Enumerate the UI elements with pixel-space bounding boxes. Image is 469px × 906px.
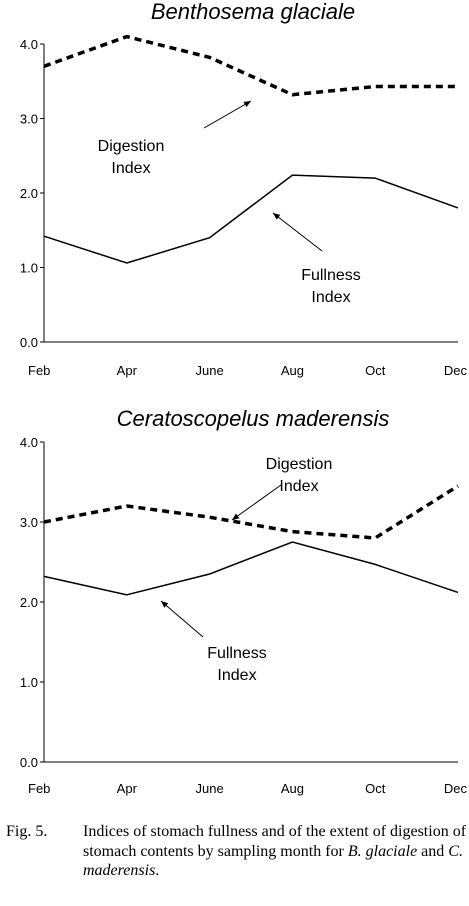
x-tick-label: Oct	[365, 781, 386, 796]
y-tick-label: 3.0	[20, 112, 38, 127]
digestion-index-line	[43, 34, 458, 97]
caption-text: Indices of stomach fullness and of the e…	[83, 822, 466, 881]
x-tick-label: Oct	[365, 363, 386, 378]
annotation-label: Digestion Index	[98, 138, 165, 177]
annotation-arrow	[231, 484, 282, 521]
y-tick-label: 1.0	[20, 675, 38, 690]
y-tick-label: 2.0	[20, 186, 38, 201]
x-tick-label: Apr	[117, 781, 138, 796]
caption-species-1: B. glaciale	[347, 842, 418, 860]
caption-end: .	[155, 862, 160, 879]
caption-conjunction: and	[417, 842, 449, 860]
y-tick-label: 0.0	[20, 755, 38, 770]
annotation-label: Fullness Index	[207, 645, 267, 684]
caption-body: Indices of stomach fullness and of the e…	[83, 823, 467, 860]
fullness-index-line	[43, 541, 459, 596]
x-tick-label: Feb	[28, 781, 50, 796]
x-tick-label: Aug	[281, 781, 304, 796]
x-tick-label: June	[195, 363, 223, 378]
x-tick-label: Apr	[117, 363, 138, 378]
x-tick-label: Dec	[444, 363, 468, 378]
y-tick-label: 0.0	[20, 335, 38, 350]
figure: Benthosema glaciale 0.0 1.0 2.0 3.0 4.0 Feb Apr…	[20, 0, 468, 796]
y-tick-label: 1.0	[20, 261, 38, 276]
x-tick-label: Aug	[281, 363, 304, 378]
annotation-arrow	[272, 212, 323, 252]
y-tick-label: 3.0	[20, 515, 38, 530]
chart-panel-2: Ceratoscopelus maderensis 0.0 1.0 2.0 3.0 4.0…	[20, 406, 468, 796]
x-tick-label: Feb	[28, 363, 50, 378]
x-tick-label: Dec	[444, 781, 468, 796]
digestion-index-line	[43, 484, 459, 540]
annotation-label: Digestion Index	[266, 456, 333, 495]
caption-species-2: C. maderensis	[83, 842, 463, 880]
y-tick-label: 2.0	[20, 595, 38, 610]
caption-label: Fig. 5.	[6, 823, 48, 840]
chart-title: Ceratoscopelus maderensis	[117, 406, 390, 431]
figure-caption: Fig. 5. Indices of stomach fullness and …	[6, 822, 466, 881]
chart-panel-1: Benthosema glaciale 0.0 1.0 2.0 3.0 4.0 Feb Apr…	[20, 0, 468, 378]
y-tick-label: 4.0	[20, 37, 38, 52]
fullness-index-line	[43, 174, 459, 264]
x-tick-label: June	[195, 781, 223, 796]
annotation-arrow	[203, 100, 252, 129]
annotation-label: Fullness Index	[301, 267, 361, 306]
y-tick-label: 4.0	[20, 435, 38, 450]
chart-title: Benthosema glaciale	[151, 0, 355, 24]
annotation-arrow	[160, 600, 204, 638]
